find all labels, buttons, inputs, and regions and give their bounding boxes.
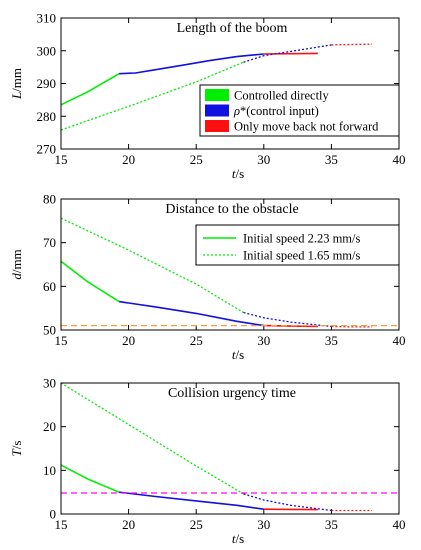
x-tick-label: 35 — [325, 152, 338, 167]
legend-swatch — [205, 89, 229, 101]
x-tick-label: 35 — [325, 517, 338, 532]
chart-panel-1: Length of the boom 15 20 25 30 35 40 270 280 290 3… — [9, 11, 406, 182]
y-tick-label: 280 — [37, 109, 57, 124]
x-tick-label: 20 — [122, 333, 135, 348]
x-tick-label: 25 — [190, 152, 203, 167]
legend-label: Controlled directly — [234, 89, 330, 103]
x-axis-label: t/s — [232, 531, 244, 546]
legend-box — [195, 224, 400, 266]
legend-swatch — [205, 120, 229, 132]
series-line-5 — [243, 44, 332, 63]
series-line-5 — [243, 311, 332, 328]
x-tick-label: 20 — [122, 517, 135, 532]
y-tick-label: 50 — [43, 323, 56, 338]
plot-frame — [60, 382, 400, 515]
y-tick-label: 0 — [50, 507, 57, 522]
legend-label: Only move back not forward — [234, 120, 379, 134]
chart-title: Length of the boom — [177, 21, 288, 36]
series-line-1 — [60, 464, 120, 493]
plot-frame — [60, 17, 400, 150]
series-line-5 — [243, 493, 332, 512]
y-tick-label: 10 — [43, 463, 56, 478]
y-tick-label: 60 — [43, 279, 56, 294]
x-tick-label: 40 — [393, 152, 406, 167]
x-tick-label: 25 — [190, 333, 203, 348]
y-tick-label: 310 — [37, 11, 57, 26]
y-tick-label: 300 — [37, 43, 57, 58]
y-axis-label: T/s — [9, 441, 24, 457]
x-tick-label: 40 — [393, 333, 406, 348]
x-tick-label: 40 — [393, 517, 406, 532]
x-tick-label: 30 — [257, 152, 270, 167]
series-line-4 — [60, 61, 244, 131]
x-axis-label: t/s — [232, 166, 244, 181]
legend-label: Initial speed 2.23 mm/s — [243, 232, 360, 246]
series-line-3 — [263, 52, 318, 55]
chart-title: Distance to the obstacle — [165, 202, 298, 217]
y-tick-label: 80 — [43, 192, 56, 207]
x-tick-label: 15 — [55, 152, 68, 167]
x-axis-label: t/s — [232, 347, 244, 362]
y-axis-label: L/mm — [9, 68, 24, 100]
series-line-2 — [118, 300, 264, 327]
chart-title: Collision urgency time — [168, 386, 296, 401]
series-line-2 — [119, 53, 264, 75]
plot-frame — [60, 198, 400, 331]
x-tick-label: 25 — [190, 517, 203, 532]
x-tick-label: 20 — [122, 152, 135, 167]
legend-swatch — [205, 104, 229, 117]
y-tick-label: 290 — [37, 76, 57, 91]
y-tick-label: 20 — [43, 419, 56, 434]
y-axis-label: d/mm — [9, 249, 24, 279]
x-tick-label: 15 — [55, 333, 68, 348]
y-tick-label: 70 — [43, 235, 56, 250]
y-tick-label: 270 — [37, 142, 57, 157]
x-tick-label: 35 — [325, 333, 338, 348]
series-line-1 — [60, 260, 120, 303]
series-line-4 — [60, 217, 244, 314]
series-line-6 — [331, 43, 373, 46]
y-tick-label: 30 — [43, 376, 56, 391]
chart-panel-3: Collision urgency time 15 20 25 30 35 40 0 10 20 3… — [9, 376, 406, 547]
x-tick-label: 30 — [257, 517, 270, 532]
legend-box — [199, 84, 400, 137]
x-tick-label: 15 — [55, 517, 68, 532]
legend-label: ρ*(control input) — [233, 104, 319, 118]
chart-panel-2: Distance to the obstacle 15 20 25 30 35 40 50 60… — [9, 192, 406, 363]
legend-label: Initial speed 1.65 mm/s — [243, 249, 360, 263]
series-line-2 — [119, 491, 264, 510]
series-line-1 — [60, 73, 120, 106]
x-tick-label: 30 — [257, 333, 270, 348]
